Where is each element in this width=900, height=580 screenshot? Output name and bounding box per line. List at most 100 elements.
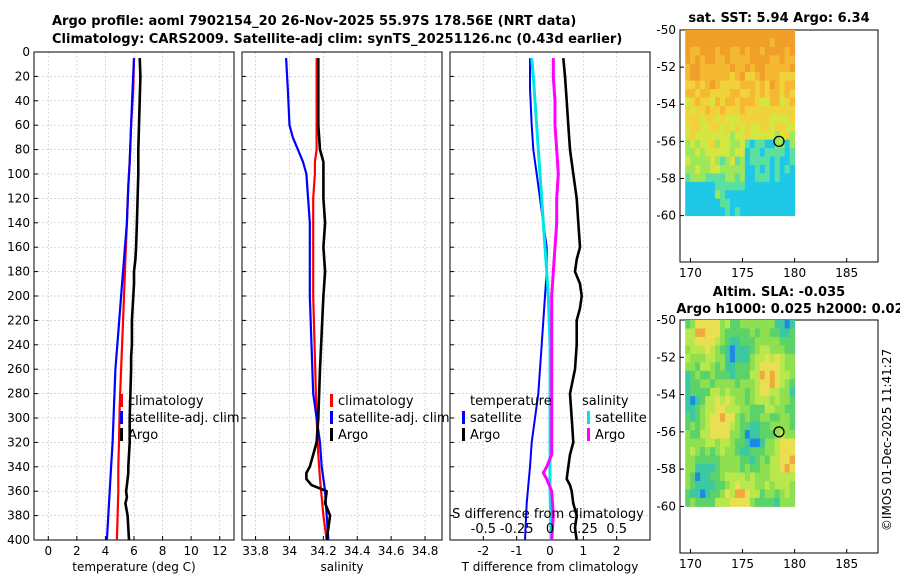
sla_map-cell — [734, 413, 741, 423]
sla_map-cell — [700, 336, 706, 346]
sla_map-cell — [685, 396, 691, 406]
sst_map-cell — [774, 63, 781, 73]
sla_map-cell — [720, 447, 726, 457]
sst_map-cell — [725, 207, 731, 217]
sla_map-cell — [705, 489, 711, 499]
sla_map-cell — [759, 404, 766, 414]
sla_map-cell — [715, 396, 721, 406]
sst_map-cell — [734, 89, 741, 98]
sla_map-cell — [715, 353, 721, 363]
sst_map-cell — [685, 198, 691, 208]
sla_map-cell — [710, 320, 716, 329]
sst_map-cell — [754, 139, 761, 149]
sst_map-cell — [710, 156, 716, 166]
sst_map-cell — [710, 105, 716, 115]
sla_map-cell — [705, 472, 711, 482]
sst_map-cell — [734, 139, 741, 149]
sla_map-cell — [725, 497, 731, 507]
sla_map-cell — [720, 353, 726, 363]
sst_map-cell — [759, 190, 766, 200]
sla_map-cell — [759, 438, 766, 448]
sst_map-cell — [734, 114, 741, 124]
sla_map-cell — [749, 370, 756, 380]
sla_map-cell — [759, 353, 766, 363]
sst_map-cell — [729, 190, 736, 200]
sst_map-cell — [774, 114, 781, 124]
temperature-ytick-label: 60 — [15, 118, 30, 132]
sla_map-cell — [700, 320, 706, 329]
sst_map-cell — [690, 156, 696, 166]
sst_map-cell — [754, 148, 761, 158]
temperature-xtick-label: 2 — [73, 544, 81, 558]
sst_map-cell — [725, 181, 731, 191]
sst_map-cell — [789, 114, 796, 124]
sst_map-cell — [720, 139, 726, 149]
sst_map-cell — [739, 38, 746, 48]
sla_map-cell — [715, 430, 721, 440]
sst_map-cell — [784, 156, 791, 166]
sst_map-cell — [725, 131, 731, 141]
sst_map-cell — [769, 97, 776, 107]
sla_map-cell — [774, 438, 781, 448]
sla_map-cell — [729, 328, 736, 338]
sla_map-cell — [784, 370, 791, 380]
sla_map-cell — [754, 455, 761, 465]
sla_map-ytick-label: -56 — [656, 425, 676, 439]
sla_map-cell — [754, 430, 761, 440]
sla_map-cell — [784, 362, 791, 372]
sla_map-cell — [769, 404, 776, 414]
sla_map-cell — [784, 438, 791, 448]
sla_map-cell — [739, 353, 746, 363]
sst_map-cell — [784, 55, 791, 65]
sst_map-cell — [779, 148, 786, 158]
difference-xtick-label: 2 — [613, 544, 621, 558]
sst_map-cell — [720, 207, 726, 217]
sst_map-cell — [690, 55, 696, 65]
sst_map-cell — [729, 148, 736, 158]
sla_map-cell — [710, 328, 716, 338]
sla_map-cell — [734, 396, 741, 406]
sst_map-cell — [744, 55, 751, 65]
sst_map-cell — [774, 55, 781, 65]
sst_map-cell — [759, 156, 766, 166]
sla_map-cell — [729, 370, 736, 380]
sst_map-cell — [705, 97, 711, 107]
sla_map-cell — [769, 430, 776, 440]
sst_map-cell — [690, 181, 696, 191]
sla_map-cell — [739, 362, 746, 372]
sla_map-cell — [729, 455, 736, 465]
sst_map-cell — [685, 63, 691, 73]
sst_map-cell — [720, 72, 726, 82]
sla_map-cell — [779, 396, 786, 406]
sst_map-cell — [769, 181, 776, 191]
sla_map-cell — [739, 379, 746, 389]
sst_map-cell — [789, 156, 796, 166]
sla_map-cell — [710, 497, 716, 507]
sst_map-cell — [764, 89, 771, 98]
sst_map-cell — [764, 72, 771, 82]
sst_map-cell — [784, 97, 791, 107]
diff-legend-swatch-t — [462, 411, 465, 424]
temperature-legend-swatch — [120, 411, 123, 424]
temperature-xtick-label: 4 — [102, 544, 110, 558]
sst_map-cell — [754, 80, 761, 90]
diff-legend-title-temperature: temperature — [470, 394, 552, 409]
sla_map-cell — [725, 328, 731, 338]
temperature-ytick-label: 180 — [7, 265, 30, 279]
sst_map-xtick-label: 170 — [679, 266, 702, 280]
sla_map-cell — [764, 328, 771, 338]
sst_map-cell — [729, 72, 736, 82]
sla_map-cell — [715, 438, 721, 448]
sla_map-cell — [695, 430, 701, 440]
sst_map-cell — [749, 55, 756, 65]
sst_map-cell — [695, 198, 701, 208]
sst_map-cell — [705, 156, 711, 166]
sla_map-cell — [690, 489, 696, 499]
sla-map-subtitle: Argo h1000: 0.025 h2000: 0.02 — [676, 302, 900, 317]
salinity-legend-label: Argo — [338, 428, 368, 443]
sst_map-cell — [744, 139, 751, 149]
sla_map-cell — [759, 447, 766, 457]
sst_map-cell — [744, 72, 751, 82]
salinity-xlabel: salinity — [320, 560, 363, 574]
sst_map-cell — [759, 55, 766, 65]
